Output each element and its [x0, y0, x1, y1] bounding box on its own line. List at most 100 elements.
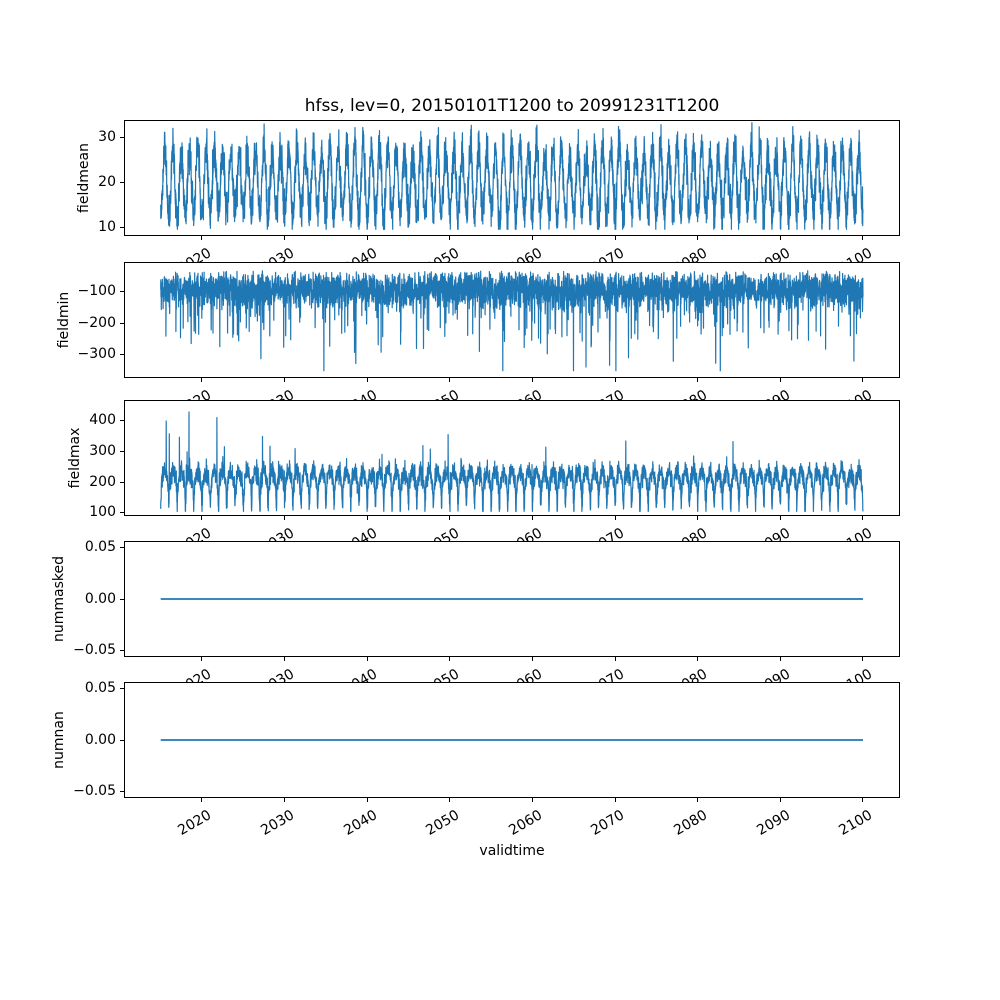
x-tick — [531, 378, 533, 382]
x-tick — [779, 516, 781, 520]
x-tick — [779, 378, 781, 382]
y-tick — [120, 649, 124, 651]
y-axis-label: numnan — [51, 711, 68, 769]
y-axis-label: fieldmean — [76, 143, 93, 213]
axes-nummasked — [124, 541, 900, 657]
x-tick-label: 2070 — [588, 807, 628, 839]
y-tick — [120, 547, 124, 549]
y-tick — [120, 481, 124, 483]
y-tick-label: 20 — [98, 173, 116, 190]
x-tick — [449, 236, 451, 240]
y-tick-label: −0.05 — [73, 782, 116, 799]
axes-frame — [124, 400, 900, 516]
axes-fieldmean — [124, 120, 900, 236]
x-tick — [697, 378, 699, 382]
x-tick — [862, 657, 864, 661]
x-tick — [284, 798, 286, 802]
x-tick — [862, 516, 864, 520]
y-tick — [120, 790, 124, 792]
y-tick-label: −0.05 — [73, 641, 116, 658]
x-tick — [366, 798, 368, 802]
x-tick — [779, 657, 781, 661]
x-tick — [366, 516, 368, 520]
x-tick — [697, 657, 699, 661]
y-tick — [120, 181, 124, 183]
x-tick-label: 2090 — [753, 807, 793, 839]
y-tick — [120, 322, 124, 324]
y-tick — [120, 354, 124, 356]
x-tick — [531, 516, 533, 520]
axes-fieldmin — [124, 262, 900, 378]
data-line-fieldmean — [160, 122, 864, 230]
data-line-fieldmax — [160, 411, 864, 513]
x-tick — [449, 378, 451, 382]
data-line-fieldmin — [160, 270, 864, 372]
x-tick-label: 2100 — [836, 807, 876, 839]
x-tick — [366, 657, 368, 661]
x-tick — [862, 378, 864, 382]
x-tick — [531, 236, 533, 240]
y-tick-label: 200 — [89, 473, 116, 490]
x-tick — [449, 798, 451, 802]
x-tick-label: 2080 — [671, 807, 711, 839]
x-tick — [449, 516, 451, 520]
x-tick — [449, 657, 451, 661]
y-tick — [120, 226, 124, 228]
x-tick — [366, 236, 368, 240]
y-tick-label: 30 — [98, 128, 116, 145]
y-tick-label: −100 — [77, 282, 116, 299]
figure-title: hfss, lev=0, 20150101T1200 to 20991231T1… — [304, 96, 720, 116]
x-tick — [614, 516, 616, 520]
y-tick-label: 0.05 — [84, 680, 116, 697]
y-tick-label: 0.00 — [84, 590, 116, 607]
y-tick-label: 300 — [89, 442, 116, 459]
y-tick — [120, 419, 124, 421]
y-tick — [120, 450, 124, 452]
y-axis-label: fieldmin — [55, 291, 72, 349]
x-tick — [697, 236, 699, 240]
x-tick — [201, 657, 203, 661]
x-tick-label: 2050 — [423, 807, 463, 839]
y-tick-label: −300 — [77, 346, 116, 363]
y-tick-label: 100 — [89, 504, 116, 521]
axes-fieldmax — [124, 400, 900, 516]
y-tick — [120, 512, 124, 514]
y-tick-label: 10 — [98, 218, 116, 235]
x-tick-label: 2060 — [506, 807, 545, 839]
x-tick — [614, 236, 616, 240]
y-tick-label: 0.00 — [84, 731, 116, 748]
x-tick — [614, 378, 616, 382]
y-tick — [120, 290, 124, 292]
y-axis-label: nummasked — [51, 555, 68, 643]
x-tick-label: 2040 — [340, 807, 380, 839]
x-tick — [366, 378, 368, 382]
x-tick-label: 2020 — [175, 807, 215, 839]
x-tick — [862, 236, 864, 240]
y-tick-label: 0.05 — [84, 539, 116, 556]
x-tick — [284, 516, 286, 520]
x-tick-label: 2030 — [258, 807, 298, 839]
x-tick — [779, 236, 781, 240]
y-tick — [120, 598, 124, 600]
y-tick — [120, 136, 124, 138]
x-tick — [697, 798, 699, 802]
x-tick — [614, 798, 616, 802]
x-tick — [862, 798, 864, 802]
y-tick — [120, 739, 124, 741]
x-tick — [201, 378, 203, 382]
y-tick — [120, 688, 124, 690]
x-tick — [201, 798, 203, 802]
x-tick — [779, 798, 781, 802]
x-axis-label: validtime — [479, 843, 545, 859]
x-tick — [531, 657, 533, 661]
x-tick — [697, 516, 699, 520]
x-tick — [284, 236, 286, 240]
x-tick — [284, 378, 286, 382]
x-tick — [201, 516, 203, 520]
y-tick-label: −200 — [77, 314, 116, 331]
y-axis-label: fieldmax — [67, 427, 84, 489]
x-tick — [201, 236, 203, 240]
y-tick-label: 400 — [89, 411, 116, 428]
axes-numnan — [124, 682, 900, 798]
